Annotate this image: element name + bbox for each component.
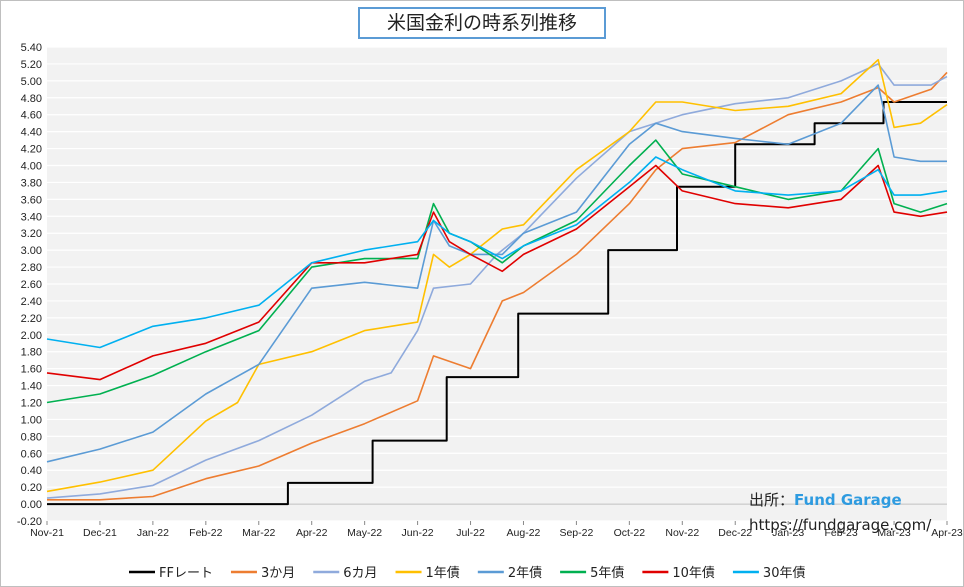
source-url: https://fundgarage.com/ bbox=[749, 516, 932, 534]
y-tick-label: 5.20 bbox=[21, 59, 42, 71]
legend-label: 5年債 bbox=[590, 566, 624, 581]
y-tick-label: 3.00 bbox=[21, 245, 42, 257]
series-line-1年債 bbox=[46, 58, 948, 493]
x-tick-label: May-22 bbox=[347, 527, 382, 539]
series-line-3か月 bbox=[47, 71, 948, 501]
x-tick-label: Apr-22 bbox=[296, 527, 328, 539]
y-tick-label: 0.60 bbox=[21, 448, 42, 460]
y-tick-label: 4.40 bbox=[21, 127, 42, 139]
legend-label: 2年債 bbox=[508, 566, 542, 581]
y-tick-label: 3.20 bbox=[21, 228, 42, 240]
legend-label: 6カ月 bbox=[343, 566, 377, 581]
x-tick-label: Nov-22 bbox=[665, 527, 699, 539]
legend-label: 1年債 bbox=[426, 566, 460, 581]
x-tick-label: Jan-23 bbox=[772, 527, 804, 539]
y-tick-label: 2.20 bbox=[21, 313, 42, 325]
y-tick-label: 4.80 bbox=[21, 93, 42, 105]
y-tick-label: 4.60 bbox=[21, 110, 42, 122]
legend-label: 10年債 bbox=[672, 566, 715, 581]
source-line: 出所：Fund Garage bbox=[749, 489, 902, 510]
x-tick-label: Feb-23 bbox=[824, 527, 857, 539]
y-tick-label: 1.80 bbox=[21, 347, 42, 359]
x-tick-label: Jul-22 bbox=[456, 527, 485, 539]
x-tick-label: Feb-22 bbox=[189, 527, 222, 539]
y-tick-label: 5.00 bbox=[21, 76, 42, 88]
legend-label: 30年債 bbox=[763, 566, 806, 581]
x-tick-label: Mar-22 bbox=[242, 527, 275, 539]
source-label: 出所： bbox=[749, 491, 795, 509]
x-axis-tick-labels: Nov-21 Dec-21 Jan-22 Feb-22 Mar-22 Apr-22 May-… bbox=[30, 527, 963, 539]
x-tick-label: Dec-21 bbox=[83, 527, 117, 539]
x-tick-label: Jun-22 bbox=[402, 527, 434, 539]
series-line-2年債 bbox=[46, 84, 947, 463]
legend-label: 3か月 bbox=[261, 566, 295, 581]
y-tick-label: 3.40 bbox=[21, 211, 42, 223]
series-lines bbox=[46, 58, 948, 506]
source-brand: Fund Garage bbox=[794, 491, 902, 509]
y-tick-label: -0.20 bbox=[17, 516, 42, 528]
y-tick-label: 2.40 bbox=[21, 296, 42, 308]
x-tick-label: Dec-22 bbox=[718, 527, 752, 539]
x-tick-label: Nov-21 bbox=[30, 527, 64, 539]
series-line-5年債 bbox=[46, 139, 948, 404]
y-tick-label: 1.60 bbox=[21, 364, 42, 376]
series-line-FFレート bbox=[47, 101, 947, 506]
legend-label: FFレート bbox=[159, 566, 213, 581]
y-tick-label: 5.40 bbox=[21, 42, 42, 54]
x-tick-label: Jan-22 bbox=[137, 527, 169, 539]
gridlines bbox=[46, 46, 948, 525]
y-axis-tick-labels: -0.20 0.00 0.20 0.40 0.60 0.80 1.00 1.20 1.40 1.6… bbox=[17, 42, 42, 528]
x-tick-label: Sep-22 bbox=[559, 527, 593, 539]
y-tick-label: 0.80 bbox=[21, 431, 42, 443]
series-line-30年債 bbox=[46, 156, 948, 349]
legend: FFレート 3か月 6カ月 1年債 2年債 5年債 10年債 30年債 bbox=[129, 566, 805, 581]
x-tick-label: Mar-23 bbox=[877, 527, 910, 539]
x-tick-label: Oct-22 bbox=[614, 527, 646, 539]
y-tick-label: 0.00 bbox=[21, 499, 42, 511]
y-tick-label: 0.20 bbox=[21, 482, 42, 494]
series-line-10年債 bbox=[46, 164, 948, 381]
x-tick-label: Aug-22 bbox=[507, 527, 541, 539]
y-tick-label: 2.60 bbox=[21, 279, 42, 291]
y-tick-label: 2.00 bbox=[21, 330, 42, 342]
y-tick-label: 1.40 bbox=[21, 381, 42, 393]
y-tick-label: 3.80 bbox=[21, 177, 42, 189]
x-tick-label: Apr-23 bbox=[931, 527, 963, 539]
y-tick-label: 1.00 bbox=[21, 414, 42, 426]
y-tick-label: 0.40 bbox=[21, 465, 42, 477]
y-tick-label: 3.60 bbox=[21, 194, 42, 206]
y-tick-label: 1.20 bbox=[21, 398, 42, 410]
y-tick-label: 4.20 bbox=[21, 144, 42, 156]
y-tick-label: 2.80 bbox=[21, 262, 42, 274]
chart-title: 米国金利の時系列推移 bbox=[358, 7, 606, 39]
y-tick-label: 4.00 bbox=[21, 161, 42, 173]
